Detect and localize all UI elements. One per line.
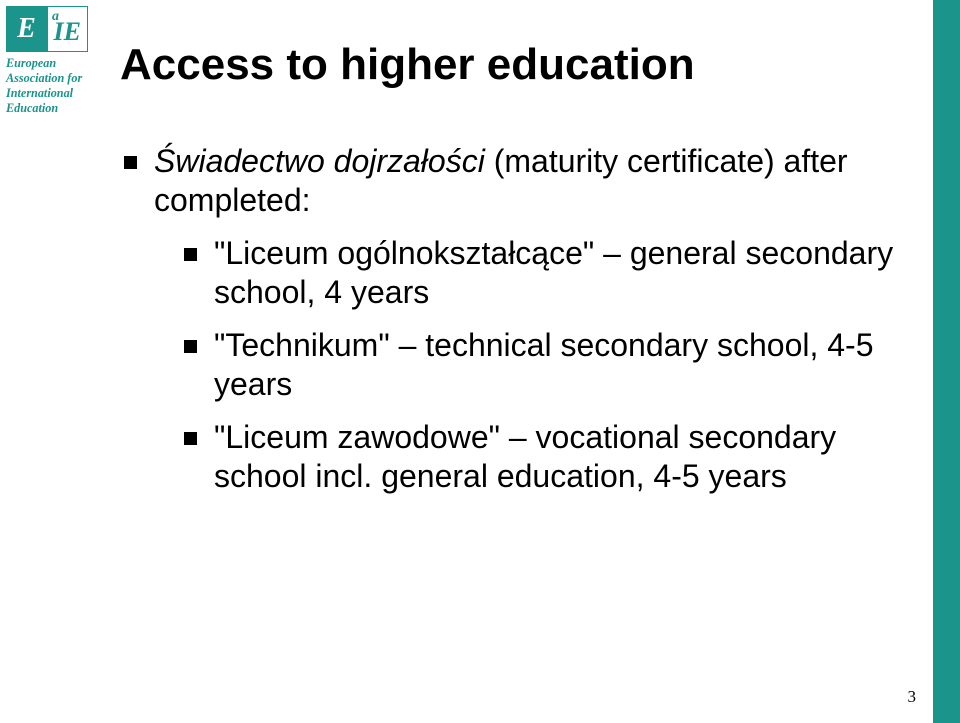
sub-bullet-list: "Liceum ogólnokształcące" – general seco… (180, 234, 900, 496)
sub-quoted: "Liceum ogólnokształcące" (214, 235, 594, 271)
sub-bullet-item: "Liceum zawodowe" – vocational secondary… (180, 418, 900, 496)
page-number: 3 (908, 687, 917, 707)
sub-bullet-item: "Technikum" – technical secondary school… (180, 326, 900, 404)
sub-quoted: "Technikum" (214, 327, 390, 363)
sub-bullet-item: "Liceum ogólnokształcące" – general seco… (180, 234, 900, 312)
sub-quoted: "Liceum zawodowe" (214, 419, 500, 455)
logo-letter-e: E (17, 13, 36, 45)
logo-main-ie: IE (54, 17, 81, 47)
bullet-item: Świadectwo dojrzałości (maturity certifi… (120, 142, 900, 496)
logo-text: European Association for International E… (6, 56, 88, 116)
eaie-logo: E a IE European Association for Internat… (6, 6, 88, 116)
logo-line-1: European (6, 56, 88, 71)
bullet-italic-lead: Świadectwo dojrzałości (154, 143, 485, 179)
logo-mark: E a IE (6, 6, 88, 52)
sidebar-teal (933, 0, 960, 723)
logo-right-cell: a IE (47, 6, 88, 52)
bullet-list: Świadectwo dojrzałości (maturity certifi… (120, 142, 900, 496)
sidebar-gap (930, 0, 933, 723)
logo-line-2: Association for (6, 71, 88, 86)
logo-line-4: Education (6, 101, 88, 116)
slide: E a IE European Association for Internat… (0, 0, 960, 723)
logo-line-3: International (6, 86, 88, 101)
content-area: Access to higher education Świadectwo do… (120, 40, 900, 514)
logo-left-cell: E (6, 6, 47, 52)
slide-title: Access to higher education (120, 40, 900, 90)
